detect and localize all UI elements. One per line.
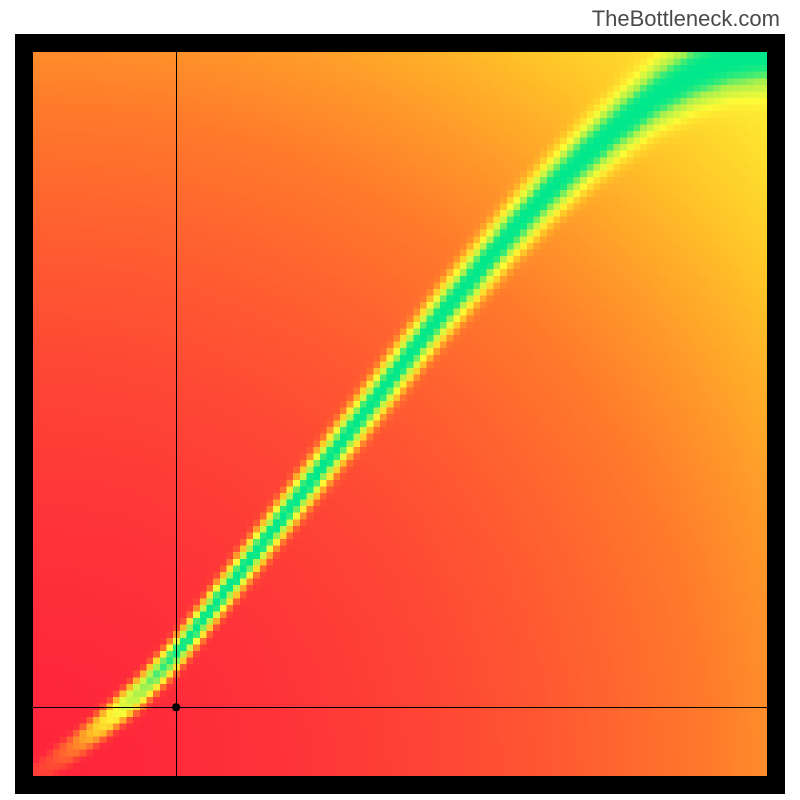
chart-frame — [15, 34, 785, 794]
crosshair-overlay — [33, 52, 767, 776]
attribution-text: TheBottleneck.com — [592, 6, 780, 32]
heatmap-plot — [33, 52, 767, 776]
chart-container: TheBottleneck.com — [0, 0, 800, 800]
